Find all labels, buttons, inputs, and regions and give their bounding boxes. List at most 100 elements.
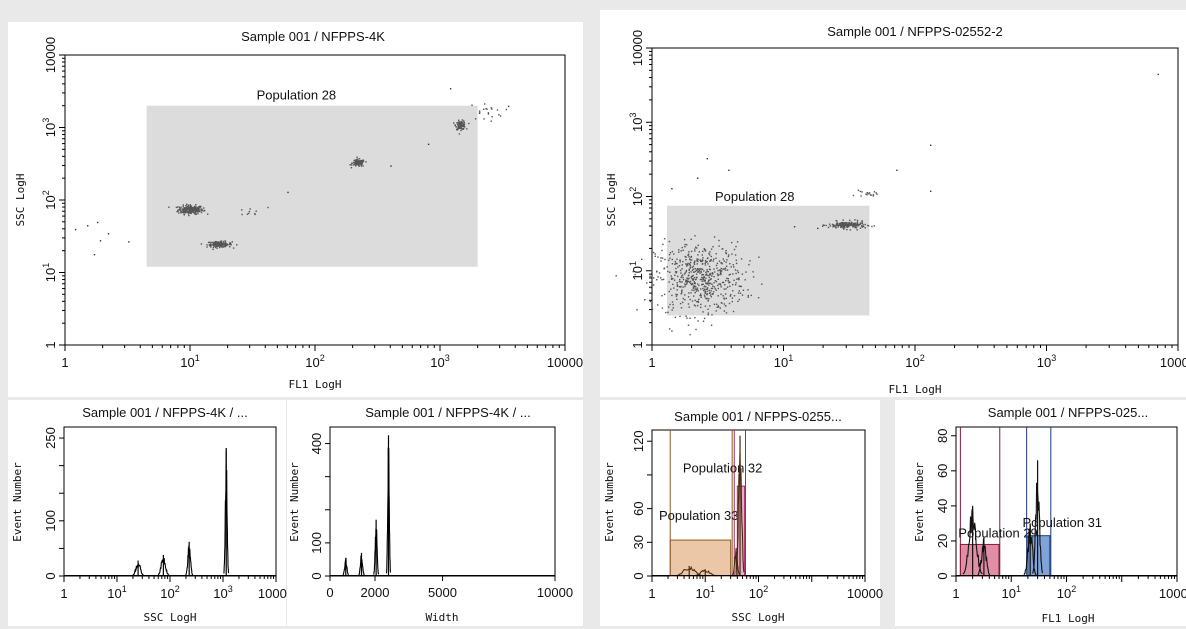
event-dot [710,255,712,258]
event-dot [726,286,729,288]
y-tick-label: 0 [309,572,324,579]
event-dot [676,262,678,265]
event-dot [678,280,681,283]
y-tick-label: 60 [935,464,950,478]
event-dot [706,283,708,285]
event-dot [723,310,726,312]
event-dot [698,251,700,253]
event-dot [641,258,643,260]
event-dot [729,285,731,287]
event-dot [859,222,862,224]
event-dot [216,245,218,247]
event-dot [218,241,220,243]
event-dot [697,260,699,263]
event-dot [455,126,457,128]
event-dot [210,246,212,248]
event-dot [699,259,701,261]
event-dot [857,225,859,227]
event-dot [706,294,708,296]
event-dot [128,241,130,243]
event-dot [721,263,723,265]
event-dot [651,308,654,311]
event-dot [689,298,691,301]
event-dot [688,306,690,308]
y-tick-label: 10000 [43,37,58,73]
event-dot [460,129,462,132]
event-dot [723,288,725,290]
event-dot [197,208,200,210]
y-axis-label: Event Number [913,462,926,542]
event-dot [694,248,696,250]
event-dot [722,258,724,260]
event-dot [843,228,845,230]
event-dot [704,290,706,292]
event-dot [719,307,721,309]
event-dot [255,210,257,212]
event-dot [689,267,691,269]
event-dot [212,243,214,246]
event-dot [254,213,256,216]
event-dot [189,207,191,209]
event-dot [747,296,749,298]
event-dot [719,283,721,285]
event-dot [682,249,684,251]
x-tick-label: 101 [696,584,715,601]
event-dot [354,162,357,165]
event-dot [695,288,697,290]
event-dot [723,260,725,262]
event-dot [195,213,197,215]
y-axis-label: Event Number [11,462,24,542]
event-dot [210,244,213,246]
event-dot [761,283,763,285]
event-dot [652,251,655,254]
event-dot [868,193,870,195]
event-dot [651,288,653,291]
event-dot [351,162,353,164]
event-dot [714,280,717,282]
event-dot [668,254,671,256]
event-dot [873,191,876,193]
event-dot [823,224,825,226]
event-dot [188,211,190,214]
event-dot [175,206,178,209]
event-dot [658,272,661,274]
event-dot [662,243,664,246]
event-dot [700,260,702,263]
event-dot [354,165,357,167]
event-dot [842,221,844,224]
event-dot [679,261,681,263]
event-dot [872,195,874,197]
event-dot [186,203,188,205]
event-dot [676,282,678,284]
event-dot [735,245,737,248]
y-axis-label: Event Number [603,462,616,542]
event-dot [355,159,357,161]
event-dot [872,193,875,196]
event-dot [718,283,720,285]
event-dot [686,265,688,267]
event-dot [232,247,235,249]
event-dot [204,209,206,212]
event-dot [678,286,681,288]
event-dot [206,244,208,246]
event-dot [757,297,760,299]
event-dot [218,243,221,246]
event-dot [741,294,744,296]
event-dot [213,241,215,243]
event-dot [876,193,878,195]
event-dot [220,240,222,243]
event-dot [734,284,737,286]
event-dot [219,245,221,247]
event-dot [716,303,718,305]
event-dot [463,127,465,130]
event-dot [352,164,355,166]
event-dot [676,258,678,260]
event-dot [735,282,737,284]
event-dot [479,111,481,114]
event-dot [656,270,658,272]
event-dot [710,324,713,326]
right-hist-ssc: Sample 001 / NFPPS-0255... Population 33… [600,400,883,626]
event-dot [180,206,182,209]
event-dot [221,243,224,246]
